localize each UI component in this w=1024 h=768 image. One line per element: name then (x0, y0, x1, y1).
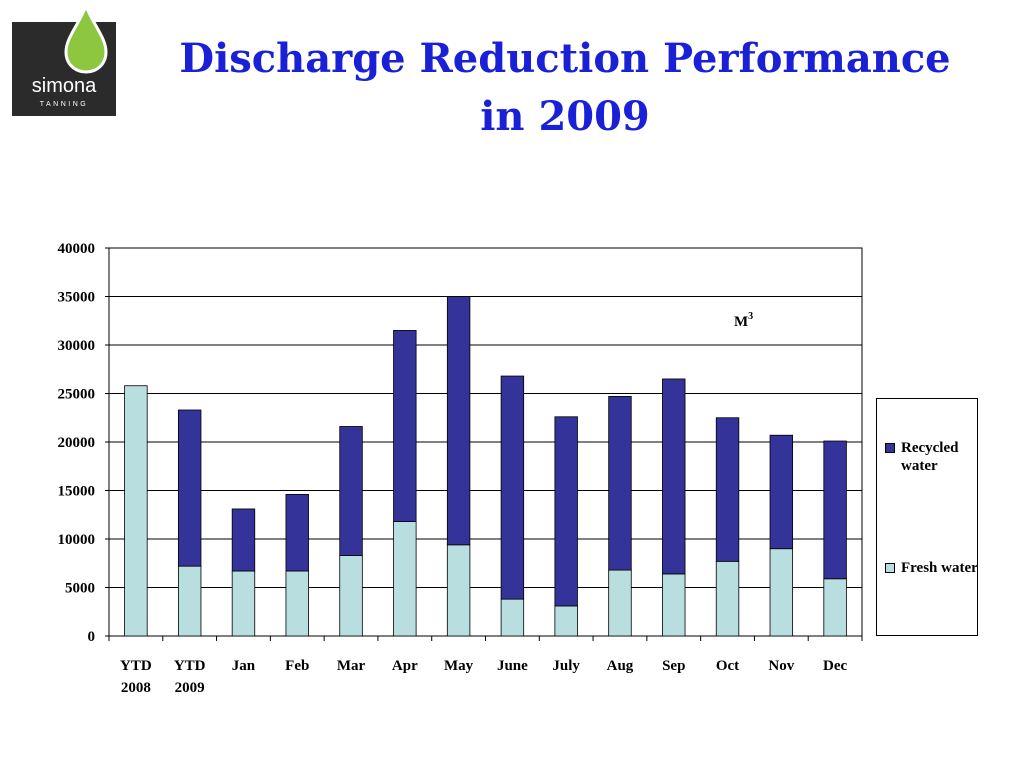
y-tick-label: 20000 (58, 435, 96, 451)
y-tick-label: 25000 (58, 387, 96, 403)
x-tick-label: Mar (337, 658, 366, 674)
x-tick-label: Aug (607, 658, 634, 674)
bar-recycled (769, 434, 794, 550)
logo-subtext: TANNING (40, 101, 88, 108)
logo-tm: TM (105, 26, 112, 32)
legend-label-fresh: Fresh water (901, 560, 978, 576)
bar-fresh (500, 598, 525, 637)
x-tick-label: May (444, 658, 474, 674)
x-tick-label: Nov (768, 658, 794, 674)
legend-swatch-fresh (885, 563, 895, 573)
x-tick-label: Dec (823, 658, 847, 674)
title-line-2: in 2009 (480, 93, 650, 140)
bar-fresh (608, 569, 632, 637)
logo-drop-icon (64, 4, 108, 74)
bar-recycled (554, 416, 578, 607)
x-tick-label: Sep (662, 658, 685, 674)
x-tick-label: 2008 (121, 680, 151, 696)
x-tick-label: Feb (285, 658, 309, 674)
x-tick-label: July (552, 658, 580, 674)
bar-fresh (662, 573, 686, 637)
bar-recycled (446, 296, 471, 546)
logo-text: simona (32, 75, 97, 97)
bar-fresh (393, 521, 417, 637)
unit-label-superscript: 3 (748, 311, 753, 322)
bar-fresh (124, 385, 148, 637)
x-axis-ticks: YTD 2008 YTD 2009 Jan Feb Mar Apr May June July Aug… (108, 636, 863, 696)
legend-label-recycled: Recycled water (901, 440, 959, 474)
y-tick-label: 40000 (58, 241, 96, 257)
y-tick-label: 15000 (58, 484, 96, 500)
legend-swatch-recycled (885, 443, 895, 453)
y-tick-label: 10000 (58, 532, 96, 548)
chart-bars (124, 296, 847, 637)
bar-recycled (715, 417, 740, 562)
x-tick-label: YTD (174, 658, 206, 674)
bar-fresh (715, 560, 740, 637)
x-tick-label: Jan (232, 658, 256, 674)
bar-fresh (231, 570, 256, 637)
bar-fresh (446, 544, 471, 637)
bar-recycled (231, 508, 256, 572)
x-tick-label: 2009 (175, 680, 205, 696)
x-tick-label: Apr (392, 658, 418, 674)
chart-legend: Recycled water Fresh water (876, 398, 978, 636)
unit-label: M3 (734, 311, 753, 330)
x-tick-label: Oct (716, 658, 739, 674)
bar-recycled (177, 409, 202, 567)
chart-gridlines (109, 296, 862, 588)
title-line-1: Discharge Reduction Performance (179, 35, 951, 82)
unit-label-base: M (734, 314, 748, 330)
bar-recycled (285, 493, 309, 572)
bar-fresh (339, 555, 363, 637)
y-axis-ticks: 0 5000 10000 15000 20000 25000 30000 35000 40000 (58, 241, 109, 645)
y-tick-label: 35000 (58, 290, 96, 306)
bar-fresh (177, 565, 202, 637)
bar-recycled (608, 396, 632, 571)
y-tick-label: 5000 (65, 581, 95, 597)
simona-tanning-logo: simona TANNING TM (12, 4, 116, 116)
bar-recycled (393, 330, 417, 522)
bar-fresh (823, 578, 847, 637)
x-tick-label: YTD (120, 658, 152, 674)
y-tick-label: 0 (88, 629, 96, 645)
bar-recycled (823, 440, 847, 580)
y-tick-label: 30000 (58, 338, 96, 354)
bar-recycled (500, 375, 525, 600)
bar-recycled (662, 378, 686, 575)
page-title: Discharge Reduction Performance in 2009 (120, 30, 1010, 146)
bar-fresh (769, 548, 794, 637)
bar-fresh (554, 605, 578, 637)
bar-fresh (285, 570, 309, 637)
bar-recycled (339, 426, 363, 556)
x-tick-label: June (497, 658, 528, 674)
